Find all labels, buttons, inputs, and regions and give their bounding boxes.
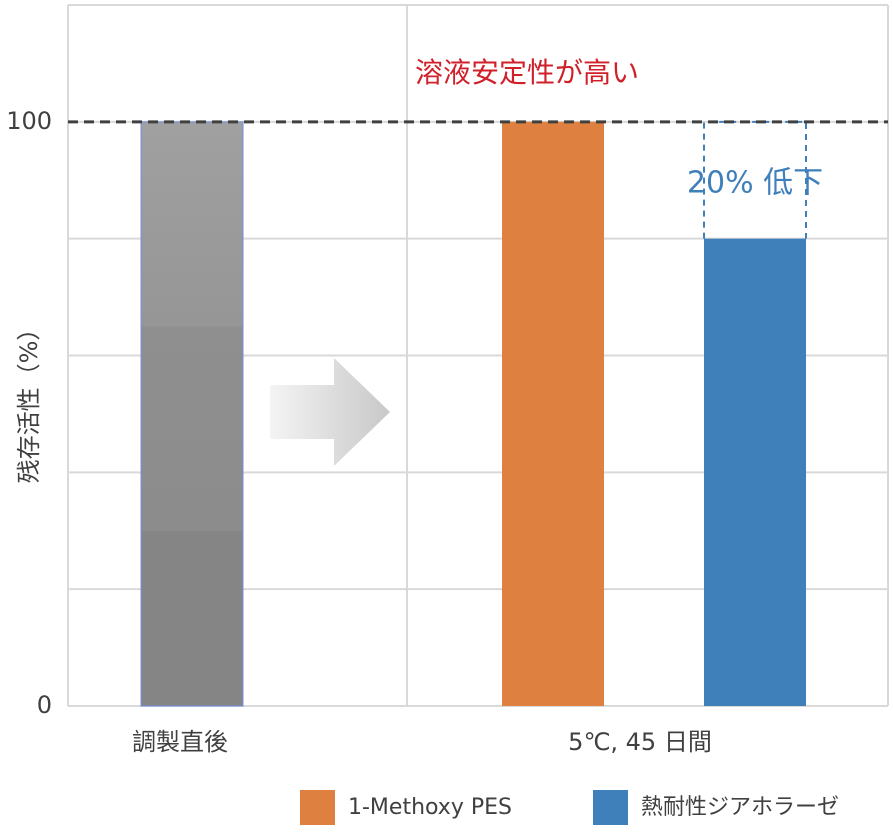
legend-label: 1-Methoxy PES: [348, 795, 512, 820]
legend-label: 熱耐性ジアホラーゼ: [641, 795, 839, 820]
bar: [140, 121, 244, 707]
y-tick-label: 100: [6, 107, 52, 135]
annotation: 溶液安定性が高い: [415, 56, 639, 89]
x-tick-label: 調製直後: [132, 728, 228, 756]
legend-swatch: [593, 790, 628, 825]
x-tick-label: 5℃, 45 日間: [568, 728, 712, 756]
y-axis-label: 残存活性（%）: [15, 317, 43, 484]
bar: [502, 121, 604, 707]
arrow: [270, 358, 390, 466]
bar: [704, 238, 806, 706]
y-tick-label: 0: [37, 691, 52, 719]
decrease-box: [703, 120, 807, 239]
legend-swatch: [300, 790, 335, 825]
annotation: 20% 低下: [687, 166, 823, 201]
